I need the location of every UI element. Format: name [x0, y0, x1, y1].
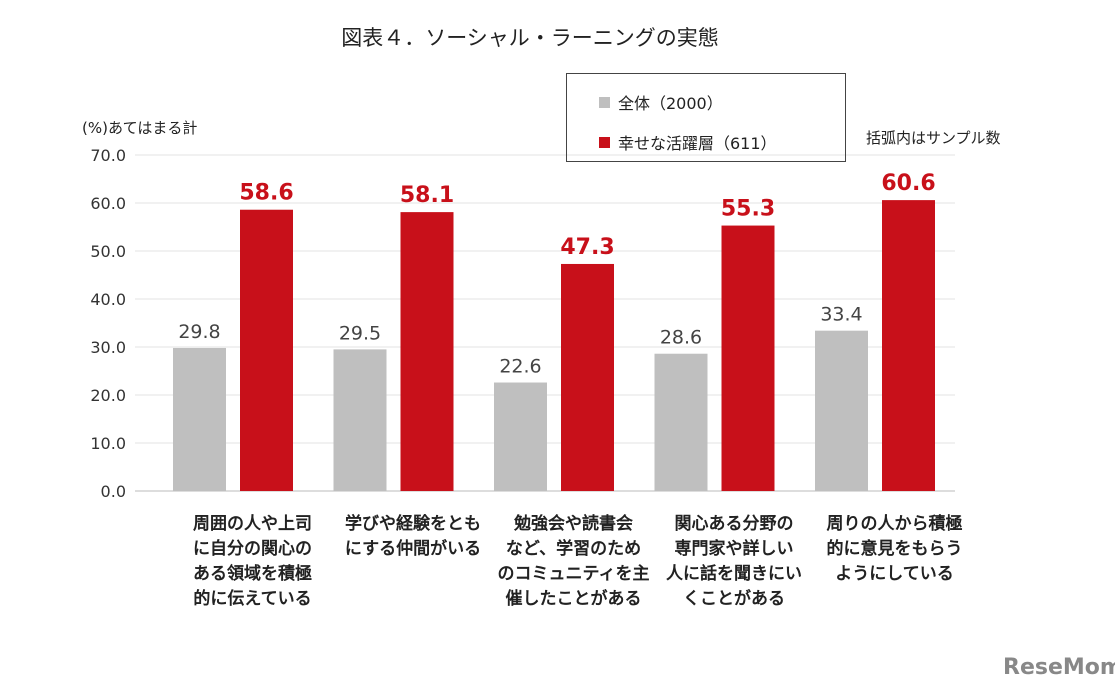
legend-swatch-red: [599, 136, 610, 148]
bar: [561, 263, 614, 491]
data-label: 28.6: [660, 327, 702, 349]
category-label-line: 周囲の人や上司: [193, 514, 312, 534]
x-category-label: 勉強会や読書会 など、学習のため のコミュニティを主 催したことがある: [494, 512, 654, 612]
data-label: 58.6: [239, 181, 293, 206]
category-label-line: のコミュニティを主: [497, 564, 650, 584]
y-tick-label: 50.0: [90, 242, 126, 261]
category-label-line: ようにしている: [835, 564, 954, 584]
category-label-line: 人に話を聞きにい: [666, 564, 802, 584]
bar: [333, 349, 387, 491]
y-axis-label: (%)あてはまる計: [82, 119, 198, 137]
data-label: 47.3: [560, 235, 614, 260]
data-label: 58.1: [400, 183, 454, 208]
category-label-line: 勉強会や読書会: [514, 514, 633, 534]
data-label: 33.4: [820, 304, 862, 326]
y-tick-label: 40.0: [90, 290, 126, 309]
category-label-line: 的に意見をもらう: [826, 539, 963, 559]
category-label-line: にする仲間がいる: [344, 539, 482, 559]
data-label: 22.6: [499, 356, 541, 378]
category-label-line: 的に伝えている: [193, 589, 312, 609]
category-label-line: 専門家や詳しい: [674, 539, 794, 559]
category-label-line: ある領域を積極: [193, 564, 312, 584]
category-label-line: 学びや経験をとも: [345, 514, 481, 534]
category-label-line: に自分の関心の: [193, 539, 312, 559]
y-tick-label: 10.0: [90, 434, 126, 453]
bar: [494, 382, 547, 491]
data-label: 55.3: [721, 197, 775, 222]
x-category-label: 学びや経験をとも にする仲間がいる: [333, 512, 493, 562]
sample-size-note: 括弧内はサンプル数: [866, 129, 1001, 147]
bar: [240, 209, 293, 491]
bar: [721, 225, 775, 491]
category-label-line: 周りの人から積極: [826, 514, 963, 534]
bar: [815, 330, 868, 491]
bar: [173, 347, 226, 491]
legend: 全体（2000） 幸せな活躍層（611）: [566, 73, 846, 162]
y-tick-label: 30.0: [90, 338, 126, 357]
y-tick-label: 70.0: [90, 146, 126, 165]
legend-item-happy: 幸せな活躍層（611）: [599, 130, 777, 154]
data-label: 29.5: [339, 322, 381, 344]
bar: [654, 353, 708, 491]
category-label-line: 催したことがある: [505, 589, 642, 609]
category-label-line: 関心ある分野の: [674, 514, 794, 534]
x-category-label: 周囲の人や上司 に自分の関心の ある領域を積極 的に伝えている: [173, 512, 333, 612]
legend-item-all: 全体（2000）: [599, 90, 723, 114]
legend-label: 全体（2000）: [618, 94, 723, 113]
x-category-label: 関心ある分野の 専門家や詳しい 人に話を聞きにい くことがある: [654, 512, 814, 612]
y-tick-label: 20.0: [90, 386, 126, 405]
resemom-logo: ReseMom: [1003, 655, 1115, 680]
chart-title: 図表４．ソーシャル・ラーニングの実態: [341, 26, 719, 50]
category-label-line: くことがある: [683, 589, 785, 609]
legend-label: 幸せな活躍層（611）: [618, 134, 777, 153]
data-label: 60.6: [881, 171, 935, 196]
x-category-label: 周りの人から積極 的に意見をもらう ようにしている: [815, 512, 975, 587]
category-label-line: など、学習のため: [505, 539, 642, 559]
legend-swatch-gray: [599, 96, 610, 108]
bar: [882, 200, 935, 491]
bar: [400, 212, 454, 491]
y-tick-label: 0.0: [101, 482, 126, 501]
y-tick-label: 60.0: [90, 194, 126, 213]
data-label: 29.8: [178, 321, 220, 343]
